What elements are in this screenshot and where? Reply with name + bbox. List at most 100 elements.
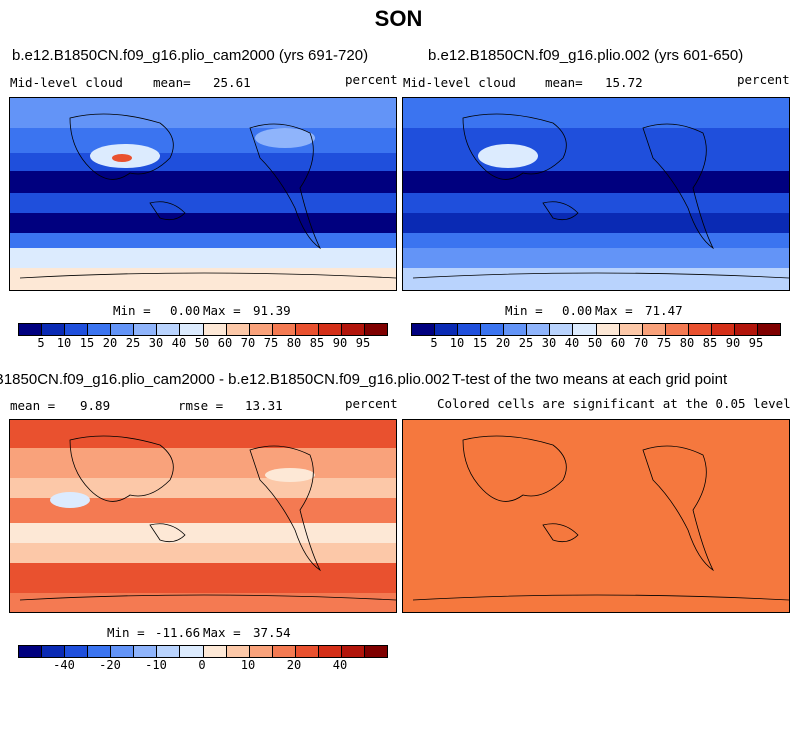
colorbar-swatch [412,324,436,335]
colorbar-label: 20 [102,336,118,350]
colorbar-swatch [42,646,66,657]
colorbar-label: 30 [541,336,557,350]
coastlines [19,435,396,601]
panel1-mean-value: 25.61 [213,75,251,90]
panel1-colorbar [18,323,388,336]
colorbar-swatch [203,646,227,657]
panel1-map-field [10,98,396,290]
colorbar-label: 60 [610,336,626,350]
colorbar-label: 0 [198,658,206,672]
panel1-max-value: 91.39 [253,303,291,318]
panel2-mean-label: mean= [545,75,583,90]
panel3-title: b.e12.B1850CN.f09_g16.plio_cam2000 - b.e… [0,371,450,388]
colorbar-label: 20 [286,658,302,672]
panel4-title: T-test of the two means at each grid poi… [452,371,728,388]
colorbar-swatch [65,324,89,335]
colorbar-label: 5 [430,336,438,350]
colorbar-label: 25 [125,336,141,350]
colorbar-label: 40 [332,658,348,672]
panel2-map-field [403,98,789,290]
colorbar-swatch [226,324,250,335]
panel1-min-label: Min = [113,303,151,318]
panel3-map [9,419,397,613]
panel2-units: percent [737,72,790,87]
colorbar-label: 95 [748,336,764,350]
panel1-map [9,97,397,291]
panel3-map-field [10,420,396,612]
colorbar-swatch [527,324,551,335]
colorbar-swatch [341,646,365,657]
colorbar-swatch [458,324,482,335]
panel1-min-value: 0.00 [170,303,201,318]
coastlines [412,113,789,279]
colorbar-swatch [157,324,181,335]
colorbar-swatch [619,324,643,335]
panel4-map-field [403,420,789,612]
colorbar-swatch [180,324,204,335]
panel2-title: b.e12.B1850CN.f09_g16.plio.002 (yrs 601-… [428,47,744,64]
colorbar-label: 90 [332,336,348,350]
colorbar-swatch [318,646,342,657]
panel3-colorbar-labels: -40 -20 -10 0 10 20 40 [18,658,386,674]
panel1-variable: Mid-level cloud [10,75,123,90]
colorbar-label: 15 [79,336,95,350]
colorbar-swatch [295,324,319,335]
colorbar-label: 80 [286,336,302,350]
panel2-min-label: Min = [505,303,543,318]
panel1-title: b.e12.B1850CN.f09_g16.plio_cam2000 (yrs … [12,47,369,64]
colorbar-label: 20 [495,336,511,350]
colorbar-label: 10 [56,336,72,350]
panel2-max-label: Max = [595,303,633,318]
coastlines [19,113,396,279]
colorbar-swatch [272,324,296,335]
colorbar-swatch [88,646,112,657]
colorbar-swatch [481,324,505,335]
panel3-units: percent [345,396,398,411]
colorbar-swatch [19,646,43,657]
colorbar-swatch [688,324,712,335]
colorbar-swatch [272,646,296,657]
colorbar-swatch [573,324,597,335]
panel2-variable: Mid-level cloud [403,75,516,90]
colorbar-label: 60 [217,336,233,350]
colorbar-label: 75 [263,336,279,350]
panel4-map [402,419,790,613]
colorbar-label: 70 [633,336,649,350]
colorbar-swatch [596,324,620,335]
colorbar-label: 40 [171,336,187,350]
colorbar-label: 50 [194,336,210,350]
colorbar-swatch [19,324,43,335]
panel1-max-label: Max = [203,303,241,318]
colorbar-label: 75 [656,336,672,350]
colorbar-swatch [157,646,181,657]
panel2-min-value: 0.00 [562,303,593,318]
colorbar-swatch [665,324,689,335]
panel3-max-label: Max = [203,625,241,640]
colorbar-swatch [364,646,387,657]
colorbar-swatch [134,646,158,657]
colorbar-swatch [504,324,528,335]
colorbar-swatch [318,324,342,335]
colorbar-swatch [134,324,158,335]
colorbar-swatch [550,324,574,335]
panel2-colorbar-labels: 5 10 15 20 25 30 40 50 60 70 75 80 85 90 95 [411,336,779,352]
panel3-max-value: 37.54 [253,625,291,640]
panel2-map [402,97,790,291]
colorbar-swatch [435,324,459,335]
colorbar-swatch [111,646,135,657]
colorbar-label: 50 [587,336,603,350]
colorbar-label: 85 [309,336,325,350]
panel2-max-value: 71.47 [645,303,683,318]
colorbar-label: -40 [53,658,75,672]
colorbar-label: -10 [145,658,167,672]
panel3-min-value: -11.66 [155,625,201,640]
panel1-units: percent [345,72,398,87]
colorbar-swatch [341,324,365,335]
panel3-colorbar [18,645,388,658]
colorbar-label: -20 [99,658,121,672]
colorbar-label: 30 [148,336,164,350]
panel3-rmse-label: rmse = [178,398,224,413]
colorbar-label: 85 [702,336,718,350]
panel4-subtitle: Colored cells are significant at the 0.0… [437,396,791,411]
coastlines [412,435,789,601]
